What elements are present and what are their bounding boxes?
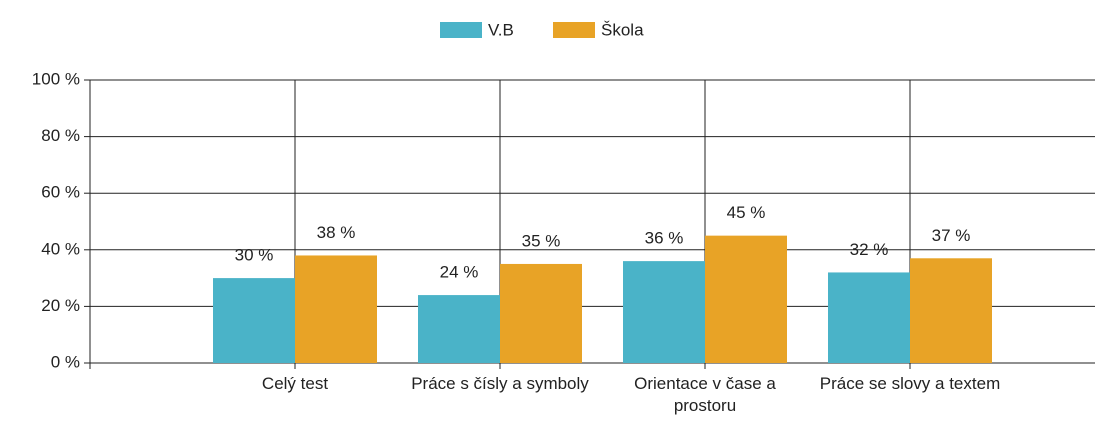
y-tick-label: 20 % xyxy=(41,296,80,315)
value-label: 37 % xyxy=(932,226,971,245)
y-tick-label: 0 % xyxy=(51,352,80,371)
value-label: 35 % xyxy=(522,231,561,250)
value-label: 24 % xyxy=(440,263,479,282)
legend-swatch xyxy=(440,22,482,38)
bar xyxy=(213,278,295,363)
bar xyxy=(418,295,500,363)
value-label: 30 % xyxy=(235,246,274,265)
y-tick-label: 40 % xyxy=(41,239,80,258)
bar xyxy=(500,263,582,363)
bar xyxy=(623,261,705,363)
value-label: 36 % xyxy=(645,229,684,248)
bar xyxy=(295,255,377,363)
bar xyxy=(910,258,992,363)
legend-label: Škola xyxy=(601,20,644,39)
bar xyxy=(705,235,787,363)
y-tick-label: 100 % xyxy=(32,69,80,88)
y-tick-label: 80 % xyxy=(41,126,80,145)
x-tick-label: Práce s čísly a symboly xyxy=(411,374,589,393)
value-label: 32 % xyxy=(850,240,889,259)
bar xyxy=(828,272,910,363)
y-tick-label: 60 % xyxy=(41,183,80,202)
legend-label: V.B xyxy=(488,20,514,39)
value-label: 38 % xyxy=(317,223,356,242)
x-tick-label: Práce se slovy a textem xyxy=(819,374,1001,393)
value-label: 45 % xyxy=(727,203,766,222)
legend-swatch xyxy=(553,22,595,38)
x-tick-label: Celý test xyxy=(261,374,329,393)
x-tick-label: Orientace v čase a prostoru xyxy=(634,374,776,415)
